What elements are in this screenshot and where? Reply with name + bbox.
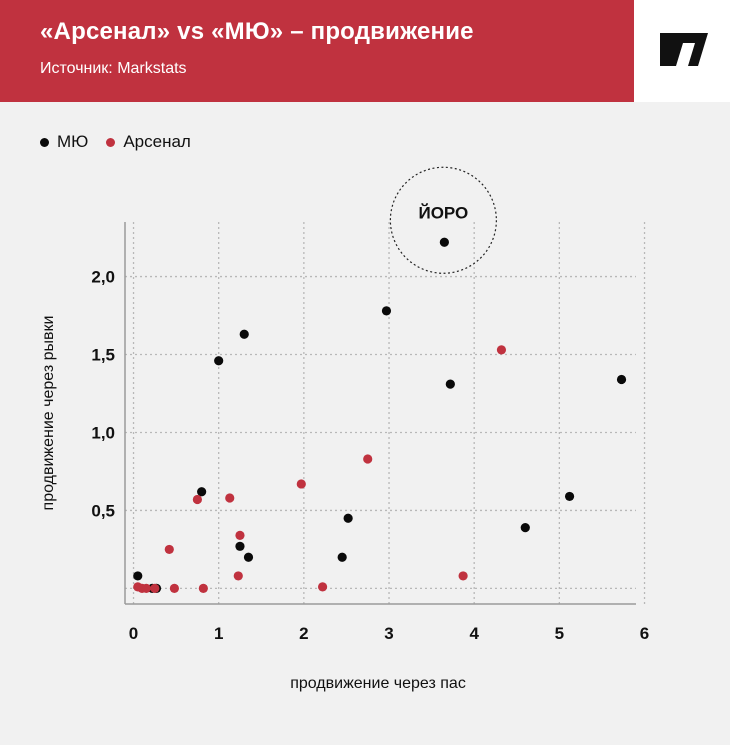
data-point-mu [343,513,353,523]
data-point-arsenal [192,494,202,505]
tick-labels: 0 1 2 3 4 5 6 0,5 1,0 1,5 2,0 [91,268,649,643]
data-point-mu [133,571,143,581]
x-tick-label: 4 [469,624,479,643]
data-point-mu [239,329,249,339]
legend-item-mu: МЮ [40,132,88,152]
data-point-arsenal [296,479,306,489]
legend: МЮ Арсенал [40,132,209,152]
grid [125,222,646,604]
legend-marker-arsenal [106,137,116,147]
chart-source: Источник: Markstats [40,60,187,77]
data-point-mu [381,306,392,316]
data-point-arsenal [233,571,243,581]
data-point-mu [445,379,455,389]
data-point-mu [235,541,245,551]
data-point-arsenal [458,571,468,581]
data-point-arsenal [164,544,174,555]
x-tick-label: 0 [129,624,138,643]
data-point-arsenal [235,530,245,540]
data-point-mu [439,237,449,247]
axes [124,222,636,605]
x-axis-title: продвижение через пас [290,675,466,692]
y-axis-title: продвижение через рывки [40,316,57,511]
y-tick-label: 0,5 [91,501,115,520]
x-tick-label: 3 [384,624,393,643]
data-point-mu [243,552,254,562]
data-point-mu [616,374,627,385]
header-banner: «Арсенал» vs «МЮ» – продвижение Источник… [0,0,634,102]
data-point-arsenal [317,582,328,592]
x-tick-label: 5 [555,624,564,643]
data-point-arsenal [141,583,151,594]
data-point-arsenal [150,583,160,594]
annotation-circle [389,166,497,274]
annotation-label: ЙОРО [418,203,468,222]
y-tick-label: 1,0 [91,423,115,442]
data-point-arsenal [225,493,235,503]
legend-item-arsenal: Арсенал [106,132,191,152]
data-point-mu [564,491,575,502]
data-point-arsenal [363,454,373,464]
y-tick-label: 2,0 [91,268,115,287]
legend-label-arsenal: Арсенал [123,132,191,151]
data-points [133,237,627,594]
brand-logo-icon [660,33,708,66]
y-tick-label: 1,5 [91,346,115,365]
data-point-arsenal [198,583,208,594]
data-point-arsenal [169,583,179,594]
chart-title: «Арсенал» vs «МЮ» – продвижение [40,18,474,45]
x-tick-label: 6 [640,624,649,643]
x-tick-label: 2 [299,624,308,643]
data-point-mu [520,523,530,533]
data-point-mu [214,356,224,366]
logo-box [634,0,730,102]
legend-marker-mu [40,137,49,147]
data-point-mu [197,487,207,497]
x-tick-label: 1 [214,624,223,643]
data-point-mu [337,552,347,562]
legend-label-mu: МЮ [57,132,89,151]
data-point-arsenal [496,345,507,355]
annotations: ЙОРО [389,166,497,274]
